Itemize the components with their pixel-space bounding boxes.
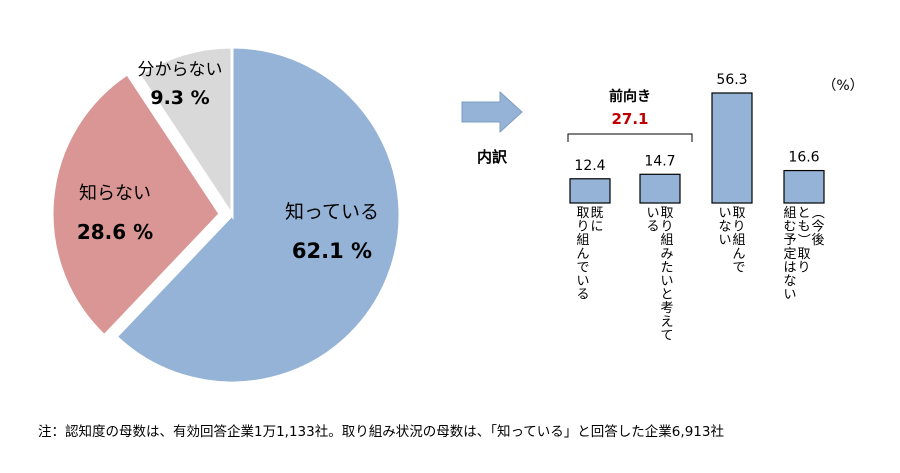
bar-category-label: に (590, 220, 603, 235)
breakdown-title: 内訳 (477, 148, 508, 166)
bar (569, 178, 611, 204)
bar-category-label: 取 (576, 206, 589, 221)
bar-category-label: 取 (660, 206, 673, 221)
bar-category-label: い (646, 206, 659, 221)
bar-category-label: 今 (811, 219, 824, 235)
bar-category-label: ） (796, 233, 811, 246)
bar-category-label: む (783, 220, 796, 235)
pie-slice-label: 知っている (285, 201, 379, 223)
group-label: 前向き (609, 88, 651, 105)
arrow-right-icon (461, 90, 523, 134)
pie-slice (137, 45, 234, 220)
bar-category-label: と (797, 206, 810, 221)
bar-category-label: 考 (660, 301, 673, 316)
bar-value-label: 14.7 (644, 153, 675, 169)
bar-category-label: る (646, 220, 659, 235)
pie-slice-value: 28.6 % (77, 220, 153, 244)
bar-category-label: な (718, 220, 731, 235)
pie-slice-label: 分からない (138, 60, 223, 80)
bar-value-label: 12.4 (574, 158, 605, 174)
bar-category-label: 予 (783, 233, 796, 248)
bar (711, 92, 753, 204)
bar-category-label: り (660, 220, 673, 235)
bar-category-label: 取 (797, 247, 810, 262)
bar-category-label: 組 (732, 233, 745, 248)
bar-category-label: 既 (590, 206, 603, 221)
bar-category-label: 後 (811, 233, 824, 248)
bar-category-label: い (718, 206, 731, 221)
bar-category-label: 組 (576, 233, 589, 248)
bar-category-label: い (660, 274, 673, 289)
bar-category-label: 組 (783, 206, 796, 221)
pie-slice-value: 62.1 % (292, 239, 372, 263)
bar-category-label: り (576, 220, 589, 235)
bar-category-label: み (660, 247, 673, 262)
bar-category-label: な (783, 274, 796, 289)
bar-category-label: え (660, 315, 673, 330)
bar-category-label: 組 (660, 233, 673, 248)
bar-category-label: で (732, 260, 745, 275)
group-bracket (567, 133, 693, 142)
pie-slice-label: 知らない (79, 183, 151, 204)
bar-category-label: ん (732, 247, 745, 262)
bar-category-label: ん (576, 247, 589, 262)
bar-category-label: る (576, 288, 589, 303)
bar-category-label: で (576, 260, 589, 275)
pie-slice-value: 9.3 % (150, 87, 209, 109)
bar-category-label: て (660, 328, 673, 343)
bar-category-label: り (797, 260, 810, 275)
bar-category-label: い (718, 233, 731, 248)
bar-category-label: は (783, 260, 796, 275)
pie-slice (114, 45, 402, 385)
bar-category-label: い (576, 274, 589, 289)
bar (639, 173, 681, 204)
bar-category-label: り (732, 220, 745, 235)
bar-category-label: 取 (732, 206, 745, 221)
footnote: 注：認知度の母数は、有効回答企業1万1,133社。取り組み状況の母数は、「知って… (38, 424, 724, 440)
pie-slice (50, 71, 222, 338)
unit-label: （%） (822, 78, 863, 94)
bar (783, 169, 825, 204)
bar-category-label: も (797, 220, 810, 235)
bar-category-label: 定 (783, 247, 796, 262)
bar-category-label: （ (810, 206, 825, 219)
bar-category-label: い (783, 288, 796, 303)
bar-value-label: 56.3 (716, 72, 747, 88)
bar-category-label: た (660, 260, 673, 275)
bar-category-label: と (660, 288, 673, 303)
group-value: 27.1 (611, 110, 648, 128)
bar-value-label: 16.6 (788, 150, 819, 166)
